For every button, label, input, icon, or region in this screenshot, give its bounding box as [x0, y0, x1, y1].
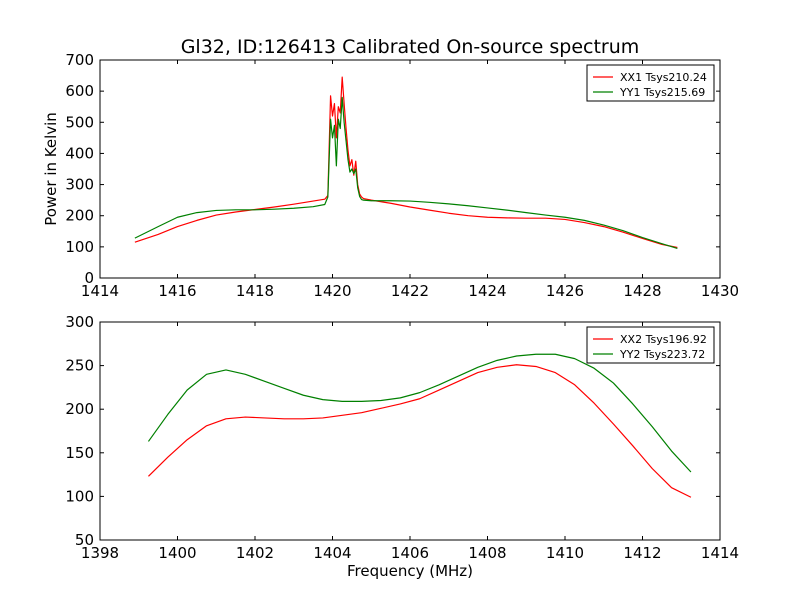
y-tick-label: 50: [75, 531, 94, 549]
chart-panel-1: 1414 1416 1418 1420 1422 1424 1426 1428 1430 0 100…: [42, 36, 739, 300]
y-tick-label: 200: [65, 207, 94, 225]
x-tick-label: 1414: [701, 544, 739, 562]
legend-box: [586, 64, 715, 102]
x-tick-label: 1406: [391, 544, 429, 562]
x-tick-label: 1430: [701, 282, 739, 300]
legend-label: YY2 Tsys223.72: [619, 348, 705, 361]
y-tick-label: 300: [65, 176, 94, 194]
chart-panel-2: 1398 1400 1402 1404 1406 1408 1410 1412 1414 50 10…: [65, 313, 739, 580]
plot-panels: 1414 1416 1418 1420 1422 1424 1426 1428 1430 0 100…: [42, 36, 739, 580]
x-tick-label: 1412: [623, 544, 661, 562]
x-tick-label: 1418: [236, 282, 274, 300]
y-tick-label: 150: [65, 444, 94, 462]
y-tick-label: 100: [65, 238, 94, 256]
chart-title: Gl32, ID:126413 Calibrated On-source spe…: [181, 36, 640, 58]
legend: XX2 Tsys196.92 YY2 Tsys223.72: [586, 326, 715, 364]
legend-label: XX2 Tsys196.92: [620, 333, 707, 346]
y-tick-label: 400: [65, 144, 94, 162]
y-tick-label: 600: [65, 82, 94, 100]
legend-box: [586, 326, 715, 364]
x-axis-label: Frequency (MHz): [347, 562, 473, 580]
x-tick-label: 1428: [623, 282, 661, 300]
series-line-2: [147, 353, 692, 473]
x-tick-label: 1416: [158, 282, 196, 300]
legend: XX1 Tsys210.24 YY1 Tsys215.69: [586, 64, 715, 102]
y-tick-label: 200: [65, 400, 94, 418]
x-tick-label: 1398: [81, 544, 119, 562]
legend-label: YY1 Tsys215.69: [619, 86, 705, 99]
x-tick-label: 1426: [546, 282, 584, 300]
x-tick-label: 1414: [81, 282, 119, 300]
y-tick-label: 300: [65, 313, 94, 331]
x-tick-label: 1422: [391, 282, 429, 300]
x-tick-label: 1408: [468, 544, 506, 562]
series-line-1: [134, 76, 678, 249]
y-tick-label: 700: [65, 51, 94, 69]
y-tick-label: 500: [65, 113, 94, 131]
x-tick-label: 1402: [236, 544, 274, 562]
x-tick-label: 1400: [158, 544, 196, 562]
y-tick-label: 100: [65, 487, 94, 505]
y-axis-label: Power in Kelvin: [42, 112, 60, 226]
y-tick-label: 250: [65, 357, 94, 375]
series-line-2: [134, 96, 678, 249]
x-tick-label: 1420: [313, 282, 351, 300]
y-tick-label: 0: [84, 269, 94, 287]
x-tick-label: 1404: [313, 544, 351, 562]
series-line-1: [148, 364, 692, 498]
legend-label: XX1 Tsys210.24: [620, 71, 707, 84]
x-tick-label: 1424: [468, 282, 506, 300]
x-tick-label: 1410: [546, 544, 584, 562]
